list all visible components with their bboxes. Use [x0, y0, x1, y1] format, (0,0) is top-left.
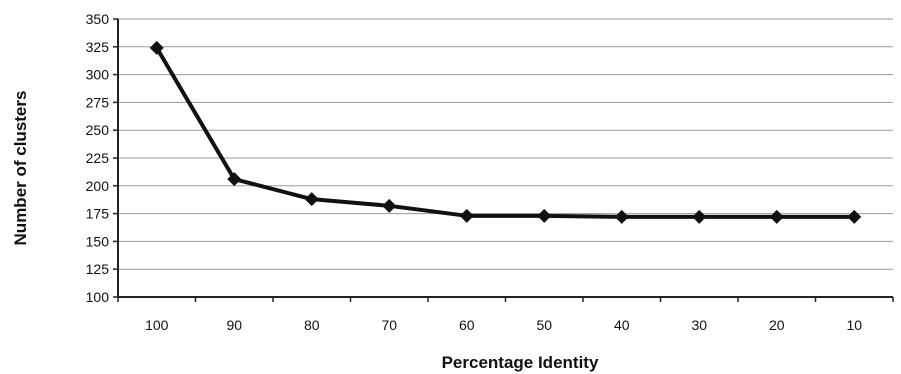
series-group — [149, 40, 862, 224]
x-tick-label: 10 — [846, 317, 862, 333]
data-point-marker — [692, 209, 707, 224]
gridlines — [118, 18, 893, 270]
x-tick-label: 70 — [381, 317, 397, 333]
y-tick-label: 200 — [86, 178, 110, 194]
series-line — [155, 46, 855, 219]
y-tick-label: 225 — [86, 150, 110, 166]
axes — [113, 18, 894, 302]
x-tick-label: 50 — [536, 317, 552, 333]
data-point-marker — [614, 209, 629, 224]
y-tick-labels: 100 125 150 175 200 225 250 275 300 325 350 — [86, 11, 110, 305]
y-tick-label: 300 — [86, 67, 110, 83]
x-axis-title: Percentage Identity — [442, 353, 599, 372]
x-tick-label: 20 — [769, 317, 785, 333]
x-tick-label: 80 — [304, 317, 320, 333]
data-point-marker — [149, 40, 164, 55]
x-tick-label: 40 — [614, 317, 630, 333]
y-tick-label: 350 — [86, 11, 110, 27]
data-point-marker — [459, 208, 474, 223]
y-tick-label: 150 — [86, 233, 110, 249]
x-tick-label: 60 — [459, 317, 475, 333]
y-axis-title: Number of clusters — [11, 91, 30, 246]
x-tick-label: 90 — [226, 317, 242, 333]
data-point-marker — [382, 198, 397, 213]
y-tick-label: 125 — [86, 261, 110, 277]
data-point-marker — [304, 192, 319, 207]
x-tick-label: 30 — [691, 317, 707, 333]
y-tick-label: 250 — [86, 122, 110, 138]
x-tick-labels: 100 90 80 70 60 50 40 30 20 10 — [145, 317, 862, 333]
data-point-marker — [227, 172, 242, 187]
data-point-marker — [847, 209, 862, 224]
y-tick-label: 325 — [86, 39, 110, 55]
y-tick-label: 275 — [86, 94, 110, 110]
y-tick-label: 175 — [86, 206, 110, 222]
data-point-marker — [769, 209, 784, 224]
y-tick-label: 100 — [86, 289, 110, 305]
x-tick-label: 100 — [145, 317, 169, 333]
data-point-marker — [537, 208, 552, 223]
